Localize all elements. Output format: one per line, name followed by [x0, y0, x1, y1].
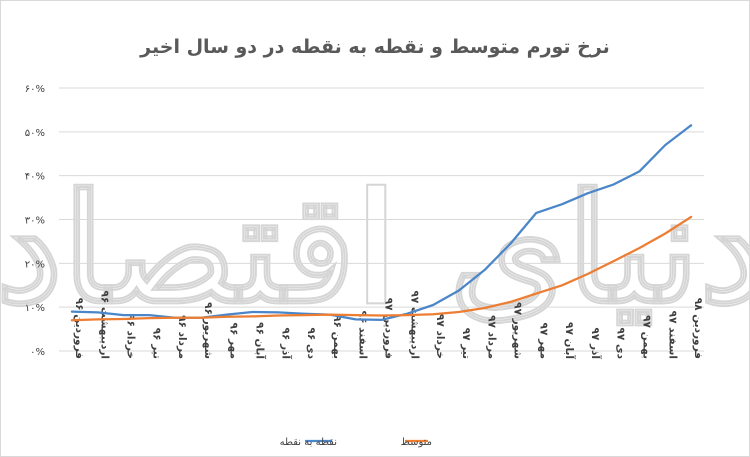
x-tick-label: اسفند ۹۶	[357, 311, 369, 359]
x-tick-label: فروردین ۹۷	[383, 298, 395, 359]
x-tick-label: خرداد ۹۶	[125, 314, 137, 359]
series-lines	[70, 124, 693, 322]
x-tick-label: اسفند ۹۷	[666, 311, 678, 359]
x-tick-label: آذر ۹۶	[279, 327, 292, 359]
x-tick-label: تیر ۹۷	[460, 328, 472, 359]
x-tick-label: دی ۹۶	[305, 328, 317, 360]
x-tick-label: آذر ۹۷	[589, 327, 602, 359]
x-tick-label: مهر ۹۷	[537, 323, 549, 359]
x-tick-label: فروردین ۹۸	[692, 298, 704, 359]
y-tick-label: ۲۰%	[25, 259, 45, 270]
x-tick-label: بهمن ۹۶	[331, 315, 343, 359]
series-line-1	[70, 215, 693, 322]
x-tick-label: مرداد ۹۷	[486, 315, 498, 359]
x-tick-label: مهر ۹۶	[228, 323, 240, 359]
y-tick-label: ۴۰%	[25, 172, 45, 183]
legend: نقطه به نقطه متوسط	[280, 437, 432, 448]
x-tick-label: دی ۹۷	[615, 328, 627, 360]
chart-title: نرخ تورم متوسط و نقطه به نقطه در دو سال …	[139, 36, 610, 58]
gridlines	[59, 87, 704, 352]
x-tick-label: خرداد ۹۷	[434, 314, 446, 359]
x-tick-label: بهمن ۹۷	[641, 315, 653, 359]
x-tick-label: تیر ۹۶	[150, 328, 162, 359]
x-tick-label: مرداد ۹۶	[176, 315, 188, 359]
x-tick-label: اردیبهشت ۹۶	[99, 291, 111, 359]
y-tick-label: ۵۰%	[25, 128, 45, 139]
legend-label: نقطه به نقطه	[280, 437, 337, 448]
y-tick-label: ۳۰%	[25, 216, 45, 227]
y-axis-ticks: ۰% ۱۰% ۲۰% ۳۰% ۴۰% ۵۰% ۶۰%	[25, 84, 45, 358]
x-tick-label: اردیبهشت ۹۷	[408, 291, 420, 359]
x-tick-label: شهریور ۹۷	[512, 302, 524, 359]
x-tick-label: فروردین ۹۶	[73, 298, 85, 359]
y-tick-label: ۶۰%	[25, 84, 45, 95]
x-tick-label: آبان ۹۷	[563, 322, 576, 359]
x-tick-label: شهریور ۹۶	[202, 302, 214, 359]
y-tick-label: ۱۰%	[25, 303, 45, 314]
y-tick-label: ۰%	[30, 347, 45, 358]
legend-label: متوسط	[401, 437, 432, 448]
x-tick-label: آبان ۹۶	[254, 322, 267, 359]
